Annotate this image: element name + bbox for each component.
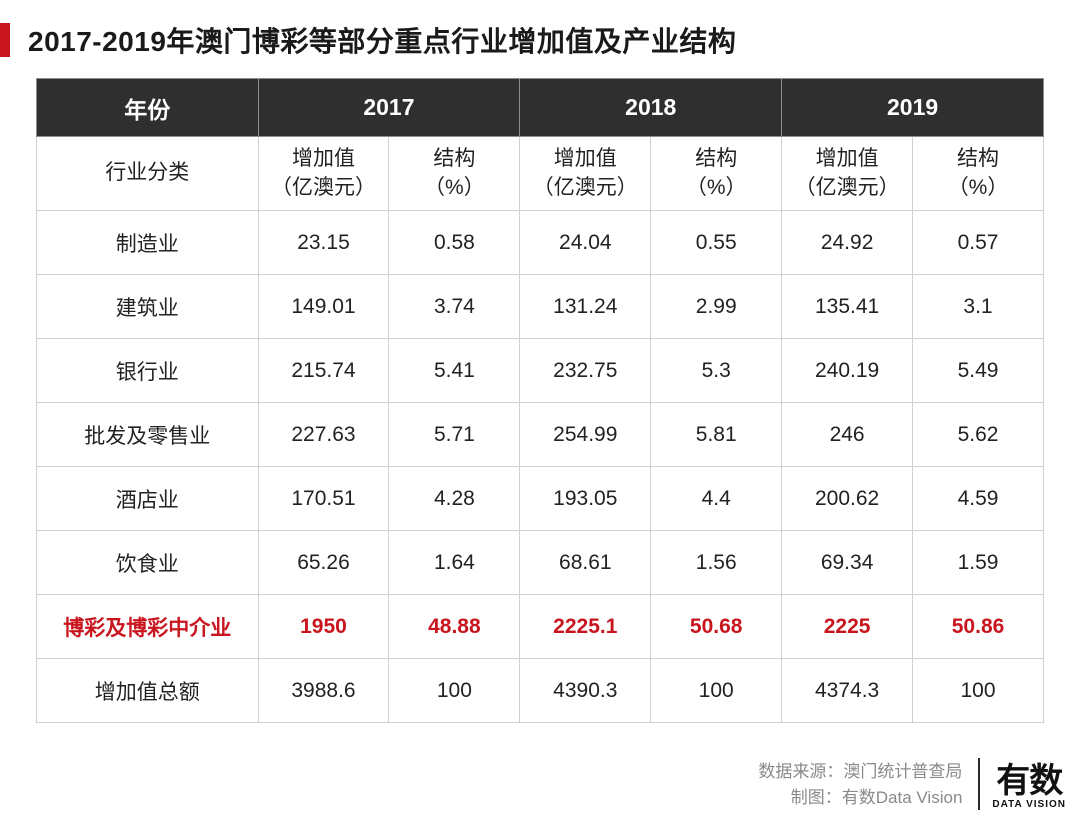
footer: 数据来源：澳门统计普查局 制图：有数Data Vision 有数 DATA VI… [758, 758, 1066, 810]
row-cell: 240.19 [782, 339, 913, 403]
title-accent-marker [0, 23, 10, 57]
row-cell: 1.64 [389, 531, 520, 595]
row-cell: 246 [782, 403, 913, 467]
row-cell: 50.86 [913, 595, 1044, 659]
footer-source-value: 澳门统计普查局 [843, 762, 962, 781]
row-cell: 4374.3 [782, 659, 913, 723]
row-cell: 5.71 [389, 403, 520, 467]
table-row: 批发及零售业227.635.71254.995.812465.62 [37, 403, 1044, 467]
header-year-2018: 2018 [520, 79, 782, 137]
footer-chart-line: 制图：有数Data Vision [758, 785, 962, 811]
table-row: 银行业215.745.41232.755.3240.195.49 [37, 339, 1044, 403]
row-cell: 0.55 [651, 211, 782, 275]
row-cell: 100 [389, 659, 520, 723]
row-cell: 65.26 [258, 531, 389, 595]
header-sub-pct-2018: 结构（%） [651, 137, 782, 211]
row-cell: 5.62 [913, 403, 1044, 467]
table-header-years-row: 年份 2017 2018 2019 [37, 79, 1044, 137]
row-cell: 5.3 [651, 339, 782, 403]
row-cell: 0.58 [389, 211, 520, 275]
row-cell: 24.92 [782, 211, 913, 275]
header-sub-value-2018: 增加值（亿澳元） [520, 137, 651, 211]
row-cell: 3988.6 [258, 659, 389, 723]
header-year-2019: 2019 [782, 79, 1044, 137]
row-category: 建筑业 [37, 275, 259, 339]
table-body: 制造业23.150.5824.040.5524.920.57建筑业149.013… [37, 211, 1044, 723]
table-row: 酒店业170.514.28193.054.4200.624.59 [37, 467, 1044, 531]
row-cell: 3.74 [389, 275, 520, 339]
row-cell: 4.59 [913, 467, 1044, 531]
row-cell: 200.62 [782, 467, 913, 531]
table-row: 制造业23.150.5824.040.5524.920.57 [37, 211, 1044, 275]
header-category-label: 行业分类 [37, 137, 259, 211]
footer-divider [978, 758, 980, 810]
logo-cn-text: 有数 [996, 764, 1062, 798]
row-cell: 5.41 [389, 339, 520, 403]
footer-chart-value: 有数Data Vision [842, 788, 963, 807]
row-cell: 23.15 [258, 211, 389, 275]
row-category: 银行业 [37, 339, 259, 403]
table-container: 年份 2017 2018 2019 行业分类 增加值（亿澳元） 结构（%） 增加… [0, 78, 1080, 723]
row-cell: 4.4 [651, 467, 782, 531]
row-cell: 3.1 [913, 275, 1044, 339]
row-cell: 4.28 [389, 467, 520, 531]
row-cell: 68.61 [520, 531, 651, 595]
row-cell: 100 [913, 659, 1044, 723]
row-cell: 227.63 [258, 403, 389, 467]
brand-logo: 有数 DATA VISION [992, 764, 1066, 810]
row-cell: 232.75 [520, 339, 651, 403]
row-category: 饮食业 [37, 531, 259, 595]
row-cell: 149.01 [258, 275, 389, 339]
table-row: 饮食业65.261.6468.611.5669.341.59 [37, 531, 1044, 595]
row-category: 制造业 [37, 211, 259, 275]
row-cell: 5.81 [651, 403, 782, 467]
row-cell: 135.41 [782, 275, 913, 339]
row-category: 博彩及博彩中介业 [37, 595, 259, 659]
footer-source-line: 数据来源：澳门统计普查局 [758, 759, 962, 785]
row-cell: 1.56 [651, 531, 782, 595]
row-cell: 2.99 [651, 275, 782, 339]
row-cell: 100 [651, 659, 782, 723]
header-year-2017: 2017 [258, 79, 520, 137]
row-cell: 24.04 [520, 211, 651, 275]
logo-en-text: DATA VISION [992, 800, 1066, 810]
table-row: 博彩及博彩中介业195048.882225.150.68222550.86 [37, 595, 1044, 659]
row-category: 酒店业 [37, 467, 259, 531]
table-head: 年份 2017 2018 2019 行业分类 增加值（亿澳元） 结构（%） 增加… [37, 79, 1044, 211]
row-cell: 1.59 [913, 531, 1044, 595]
row-category: 增加值总额 [37, 659, 259, 723]
row-cell: 4390.3 [520, 659, 651, 723]
row-cell: 69.34 [782, 531, 913, 595]
table-row: 建筑业149.013.74131.242.99135.413.1 [37, 275, 1044, 339]
table-header-sub-row: 行业分类 增加值（亿澳元） 结构（%） 增加值（亿澳元） 结构（%） 增加值（亿… [37, 137, 1044, 211]
footer-source-label: 数据来源： [758, 762, 843, 781]
row-cell: 48.88 [389, 595, 520, 659]
row-cell: 5.49 [913, 339, 1044, 403]
row-cell: 2225.1 [520, 595, 651, 659]
row-cell: 50.68 [651, 595, 782, 659]
row-cell: 193.05 [520, 467, 651, 531]
header-sub-pct-2019: 结构（%） [913, 137, 1044, 211]
industry-table: 年份 2017 2018 2019 行业分类 增加值（亿澳元） 结构（%） 增加… [36, 78, 1044, 723]
row-cell: 1950 [258, 595, 389, 659]
table-row: 增加值总额3988.61004390.31004374.3100 [37, 659, 1044, 723]
page-title: 2017-2019年澳门博彩等部分重点行业增加值及产业结构 [28, 20, 736, 60]
header-sub-pct-2017: 结构（%） [389, 137, 520, 211]
row-cell: 254.99 [520, 403, 651, 467]
header-year-label: 年份 [37, 79, 259, 137]
row-cell: 2225 [782, 595, 913, 659]
footer-chart-label: 制图： [791, 788, 842, 807]
row-category: 批发及零售业 [37, 403, 259, 467]
row-cell: 215.74 [258, 339, 389, 403]
row-cell: 0.57 [913, 211, 1044, 275]
footer-credits: 数据来源：澳门统计普查局 制图：有数Data Vision [758, 759, 962, 810]
row-cell: 131.24 [520, 275, 651, 339]
row-cell: 170.51 [258, 467, 389, 531]
header-sub-value-2019: 增加值（亿澳元） [782, 137, 913, 211]
title-bar: 2017-2019年澳门博彩等部分重点行业增加值及产业结构 [0, 0, 1080, 78]
header-sub-value-2017: 增加值（亿澳元） [258, 137, 389, 211]
